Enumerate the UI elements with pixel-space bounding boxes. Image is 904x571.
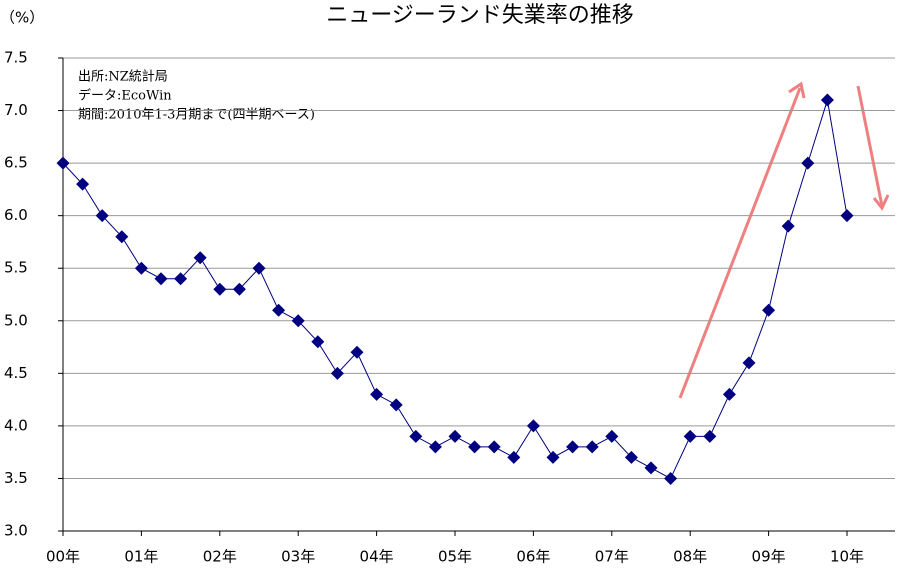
y-tick-label: 4.5 bbox=[4, 364, 28, 382]
x-tick-label: 03年 bbox=[281, 548, 315, 566]
y-tick-label: 6.5 bbox=[4, 154, 28, 172]
marker bbox=[468, 440, 482, 454]
up-arrow bbox=[678, 87, 802, 399]
y-tick-label: 6.0 bbox=[4, 206, 28, 224]
marker bbox=[134, 261, 148, 275]
marker bbox=[526, 419, 540, 433]
y-tick-label: 7.5 bbox=[4, 49, 28, 67]
marker bbox=[781, 219, 795, 233]
x-tick-label: 10年 bbox=[830, 548, 864, 566]
marker bbox=[252, 261, 266, 275]
down-arrow bbox=[856, 85, 884, 207]
marker bbox=[409, 429, 423, 443]
x-tick-label: 07年 bbox=[595, 548, 629, 566]
marker bbox=[742, 356, 756, 370]
marker bbox=[605, 429, 619, 443]
marker bbox=[820, 93, 834, 107]
marker bbox=[683, 429, 697, 443]
y-tick-label: 3.5 bbox=[4, 469, 28, 487]
arrow-head bbox=[872, 194, 890, 211]
x-tick-label: 02年 bbox=[203, 548, 237, 566]
marker bbox=[56, 156, 70, 170]
y-tick-label: 5.0 bbox=[4, 311, 28, 329]
marker bbox=[664, 471, 678, 485]
marker bbox=[232, 282, 246, 296]
marker bbox=[370, 387, 384, 401]
marker bbox=[350, 345, 364, 359]
marker bbox=[840, 209, 854, 223]
marker bbox=[428, 440, 442, 454]
marker bbox=[272, 303, 286, 317]
marker bbox=[115, 230, 129, 244]
marker bbox=[448, 429, 462, 443]
annotation: 期間:2010年1-3月期まで(四半期ベース) bbox=[78, 108, 315, 123]
y-axis-label: （%） bbox=[0, 9, 44, 27]
marker bbox=[722, 387, 736, 401]
annotation: 出所:NZ統計局 bbox=[78, 69, 168, 85]
marker bbox=[546, 450, 560, 464]
y-tick-label: 5.5 bbox=[4, 259, 28, 277]
marker bbox=[76, 177, 90, 191]
marker bbox=[154, 272, 168, 286]
marker bbox=[507, 450, 521, 464]
marker bbox=[291, 314, 305, 328]
marker bbox=[95, 209, 109, 223]
arrow-head bbox=[788, 81, 806, 99]
marker bbox=[487, 440, 501, 454]
x-tick-label: 05年 bbox=[438, 548, 472, 566]
y-tick-label: 3.0 bbox=[4, 522, 28, 540]
x-tick-label: 08年 bbox=[673, 548, 707, 566]
marker bbox=[644, 461, 658, 475]
marker bbox=[624, 450, 638, 464]
trend-arrows bbox=[678, 81, 890, 399]
marker bbox=[585, 440, 599, 454]
marker bbox=[762, 303, 776, 317]
marker bbox=[703, 429, 717, 443]
marker bbox=[330, 366, 344, 380]
annotation: データ:EcoWin bbox=[78, 88, 172, 104]
x-tick-label: 00年 bbox=[46, 548, 80, 566]
marker bbox=[193, 251, 207, 265]
x-tick-label: 04年 bbox=[360, 548, 394, 566]
marker bbox=[389, 398, 403, 412]
y-tick-label: 7.0 bbox=[4, 101, 28, 119]
x-tick-label: 06年 bbox=[516, 548, 550, 566]
marker bbox=[801, 156, 815, 170]
series-line bbox=[62, 99, 848, 480]
y-tick-label: 4.0 bbox=[4, 416, 28, 434]
marker bbox=[311, 335, 325, 349]
x-tick-label: 09年 bbox=[752, 548, 786, 566]
marker bbox=[174, 272, 188, 286]
x-tick-label: 01年 bbox=[124, 548, 158, 566]
marker bbox=[213, 282, 227, 296]
chart-title: ニュージーランド失業率の推移 bbox=[326, 3, 634, 28]
marker bbox=[566, 440, 580, 454]
